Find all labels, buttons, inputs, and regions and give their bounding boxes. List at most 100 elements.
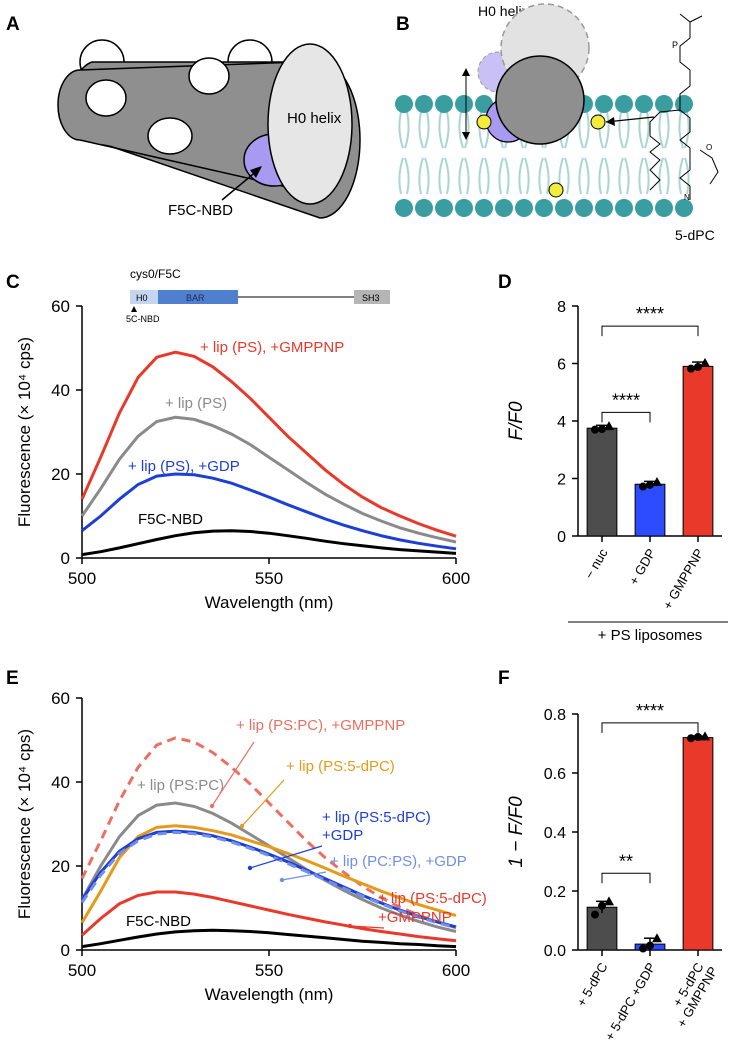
svg-text:P: P <box>672 40 678 50</box>
data-point <box>700 357 710 367</box>
series-label: + lip (PS:PC), +GMPPNP <box>236 717 405 734</box>
helix-inserted <box>495 55 585 145</box>
y-tick-label: 8 <box>557 299 566 316</box>
domain-sh3-label: SH3 <box>362 293 380 303</box>
lipid-tail <box>658 111 670 149</box>
label-leader-arrowhead <box>239 823 245 829</box>
domain-h0 <box>130 290 158 304</box>
panel-label-e: E <box>6 668 19 689</box>
lipid-tail <box>518 157 530 195</box>
x-tick-label: 550 <box>255 569 283 588</box>
panel-e-chart: 500 550 600 0 20 40 60 Wavelength (nm) Fluoresce… <box>15 689 487 1004</box>
group-label: + PS liposomes <box>598 627 703 644</box>
y-axis-label: Fluorescence (× 10⁴ cps) <box>15 337 34 527</box>
svg-text:N: N <box>684 193 690 202</box>
series-line--lip-ps-gdp <box>81 472 457 551</box>
lipid-headgroup <box>515 199 533 217</box>
lipid-tail <box>498 157 510 195</box>
series-label: + lip (PS:5-dPC) <box>378 890 487 907</box>
y-tick-label: 0 <box>61 941 70 960</box>
lipid-headgroup <box>555 199 573 217</box>
label-leader-arrowhead <box>247 865 253 871</box>
panel-a-helix-cartoon: H0 helix F5C-NBD <box>57 39 361 219</box>
data-point <box>700 731 710 741</box>
panel-label-c: C <box>6 272 20 293</box>
data-point <box>646 480 654 489</box>
lipid-headgroup <box>415 199 433 217</box>
x-tick-label: + 5-dPC <box>574 960 611 1009</box>
label-leader-arrowhead <box>209 803 215 809</box>
lipid-chemical-structure <box>649 13 719 200</box>
lipid-tail <box>398 111 410 149</box>
label-leader-line <box>249 845 323 869</box>
significance-label: **** <box>612 390 640 410</box>
y-tick-label: 0.0 <box>544 943 566 960</box>
y-tick-label: 60 <box>51 689 70 708</box>
y-tick-label: 0 <box>557 529 566 546</box>
data-point <box>646 941 654 950</box>
series-label: F5C-NBD <box>126 913 191 930</box>
lipid-headgroup <box>535 199 553 217</box>
data-point <box>591 910 599 919</box>
series-line--lip-ps-5-dpc- <box>80 824 457 924</box>
y-axis-label: Fluorescence (× 10⁴ cps) <box>15 729 34 919</box>
x-tick-label: 600 <box>442 961 470 980</box>
x-tick-label: 500 <box>68 569 96 588</box>
construct-label: cys0/F5C <box>130 267 181 281</box>
data-point <box>604 896 614 906</box>
series-line--lip-pc-ps-gdp <box>80 830 457 930</box>
data-point <box>694 362 702 371</box>
series-line-f5c-nbd <box>81 928 457 949</box>
y-tick-label: 0.6 <box>544 766 566 783</box>
panel-c-chart: cys0/F5C H0 BAR SH3 5C-NBD 500 550 600 0 20 4… <box>15 267 470 612</box>
bar-0 <box>586 427 618 537</box>
lipid-tail <box>658 157 670 195</box>
doxyl-marker <box>476 114 492 130</box>
side-chain-bump <box>147 117 193 155</box>
lipid-tail <box>678 157 690 195</box>
significance-bracket <box>601 872 651 884</box>
lipid-tail <box>478 157 490 195</box>
lipid-tail <box>618 111 630 149</box>
label-leader-line <box>281 871 327 881</box>
series-line--lip-ps-5-dpc-gmppnp <box>80 890 457 943</box>
lipid-tail <box>618 157 630 195</box>
data-point <box>639 482 647 491</box>
lipid-headgroup <box>455 199 473 217</box>
domain-bar <box>158 290 238 304</box>
side-chain-bump <box>188 57 230 95</box>
lipid-headgroup <box>455 95 473 113</box>
lipid-headgroup <box>655 199 673 217</box>
data-point <box>652 933 662 943</box>
lipid-headgroup <box>615 199 633 217</box>
lipid-tail <box>538 157 550 195</box>
lipid-tail <box>458 111 470 149</box>
bar-2 <box>682 737 714 951</box>
panel-a-helix-label: H0 helix <box>287 110 342 127</box>
lipid-headgroup <box>655 95 673 113</box>
x-tick-label: 550 <box>255 961 283 980</box>
lipid-tail <box>578 157 590 195</box>
data-point <box>591 425 599 434</box>
data-point <box>604 421 614 431</box>
y-tick-label: 40 <box>51 773 70 792</box>
x-axis-label: Wavelength (nm) <box>205 985 334 1004</box>
series-label: + lip (PS:5-dPC) <box>286 758 395 775</box>
lipid-headgroup <box>435 95 453 113</box>
series-label: F5C-NBD <box>138 511 203 528</box>
label-leader-line <box>241 779 285 827</box>
doxyl-marker <box>548 182 564 198</box>
lipid-tail <box>398 157 410 195</box>
lipid-headgroup <box>675 199 693 217</box>
y-tick-label: 0 <box>61 549 70 568</box>
lipid-headgroup <box>415 95 433 113</box>
lipid-headgroup <box>495 199 513 217</box>
helix-end-cap <box>267 43 353 205</box>
panel-f-chart: 0.0 0.2 0.4 0.6 0.8 1 − F/F0 + 5-dPC+ 5-dPC +G… <box>506 701 722 1043</box>
series-line--lip-ps-pc-gmppnp <box>80 736 457 930</box>
lipid-tail <box>438 157 450 195</box>
series-label: + lip (PS:PC) <box>137 777 224 794</box>
x-tick-label: 600 <box>442 569 470 588</box>
data-point <box>687 734 695 743</box>
y-tick-label: 60 <box>51 297 70 316</box>
